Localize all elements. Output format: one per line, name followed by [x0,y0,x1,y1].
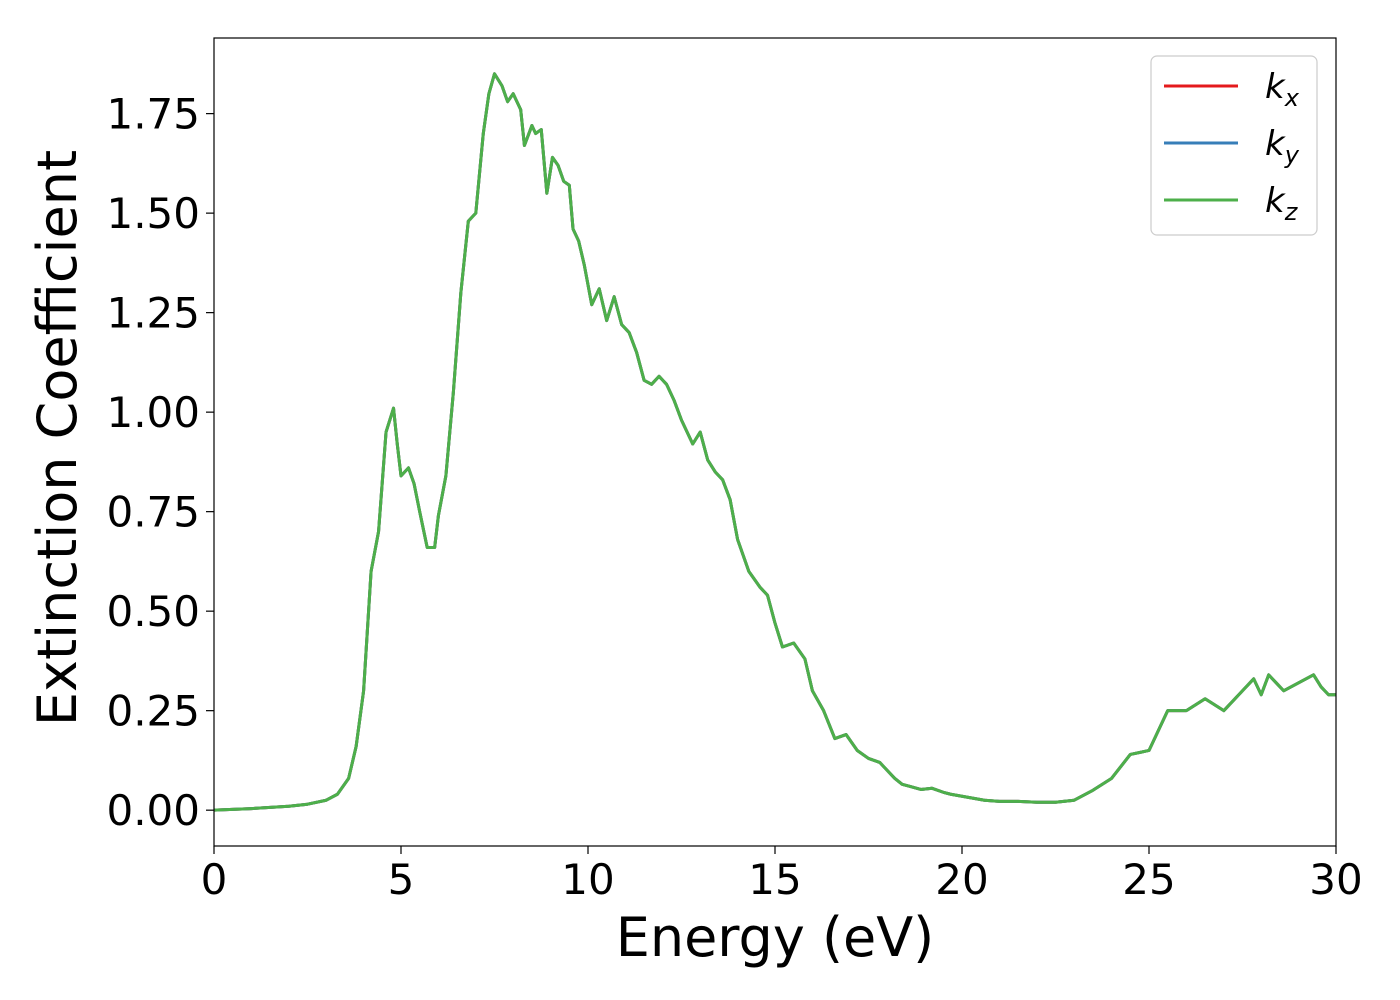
y-tick-label: 0.75 [106,488,200,537]
series-layer [213,72,1336,812]
series-line-k-z [213,72,1336,812]
x-tick-label: 10 [561,855,614,904]
x-tick-label: 0 [201,855,228,904]
y-tick-label: 0.25 [106,687,200,736]
x-tick-label: 15 [748,855,801,904]
x-axis-title: Energy (eV) [616,906,935,969]
y-tick-label: 1.75 [106,90,200,139]
y-axis-ticks: 0.00 0.25 0.50 0.75 1.00 1.25 1.50 1.75 [106,90,214,835]
legend: kx ky kz [1150,55,1318,236]
y-tick-label: 1.00 [106,388,200,437]
y-tick-label: 1.25 [106,289,200,338]
x-tick-label: 30 [1309,855,1362,904]
x-tick-label: 25 [1122,855,1175,904]
y-axis-title: Extinction Coefficient [26,150,89,726]
y-tick-label: 1.50 [106,189,200,238]
x-tick-label: 5 [388,855,415,904]
y-tick-label: 0.50 [106,587,200,636]
legend-label: kx [1265,67,1300,112]
y-tick-label: 0.00 [106,786,200,835]
x-axis-ticks: 0 5 10 15 20 25 30 [201,846,1363,904]
legend-box [1150,55,1318,236]
legend-label: ky [1265,124,1300,169]
x-tick-label: 20 [935,855,988,904]
legend-label: kz [1265,181,1299,226]
